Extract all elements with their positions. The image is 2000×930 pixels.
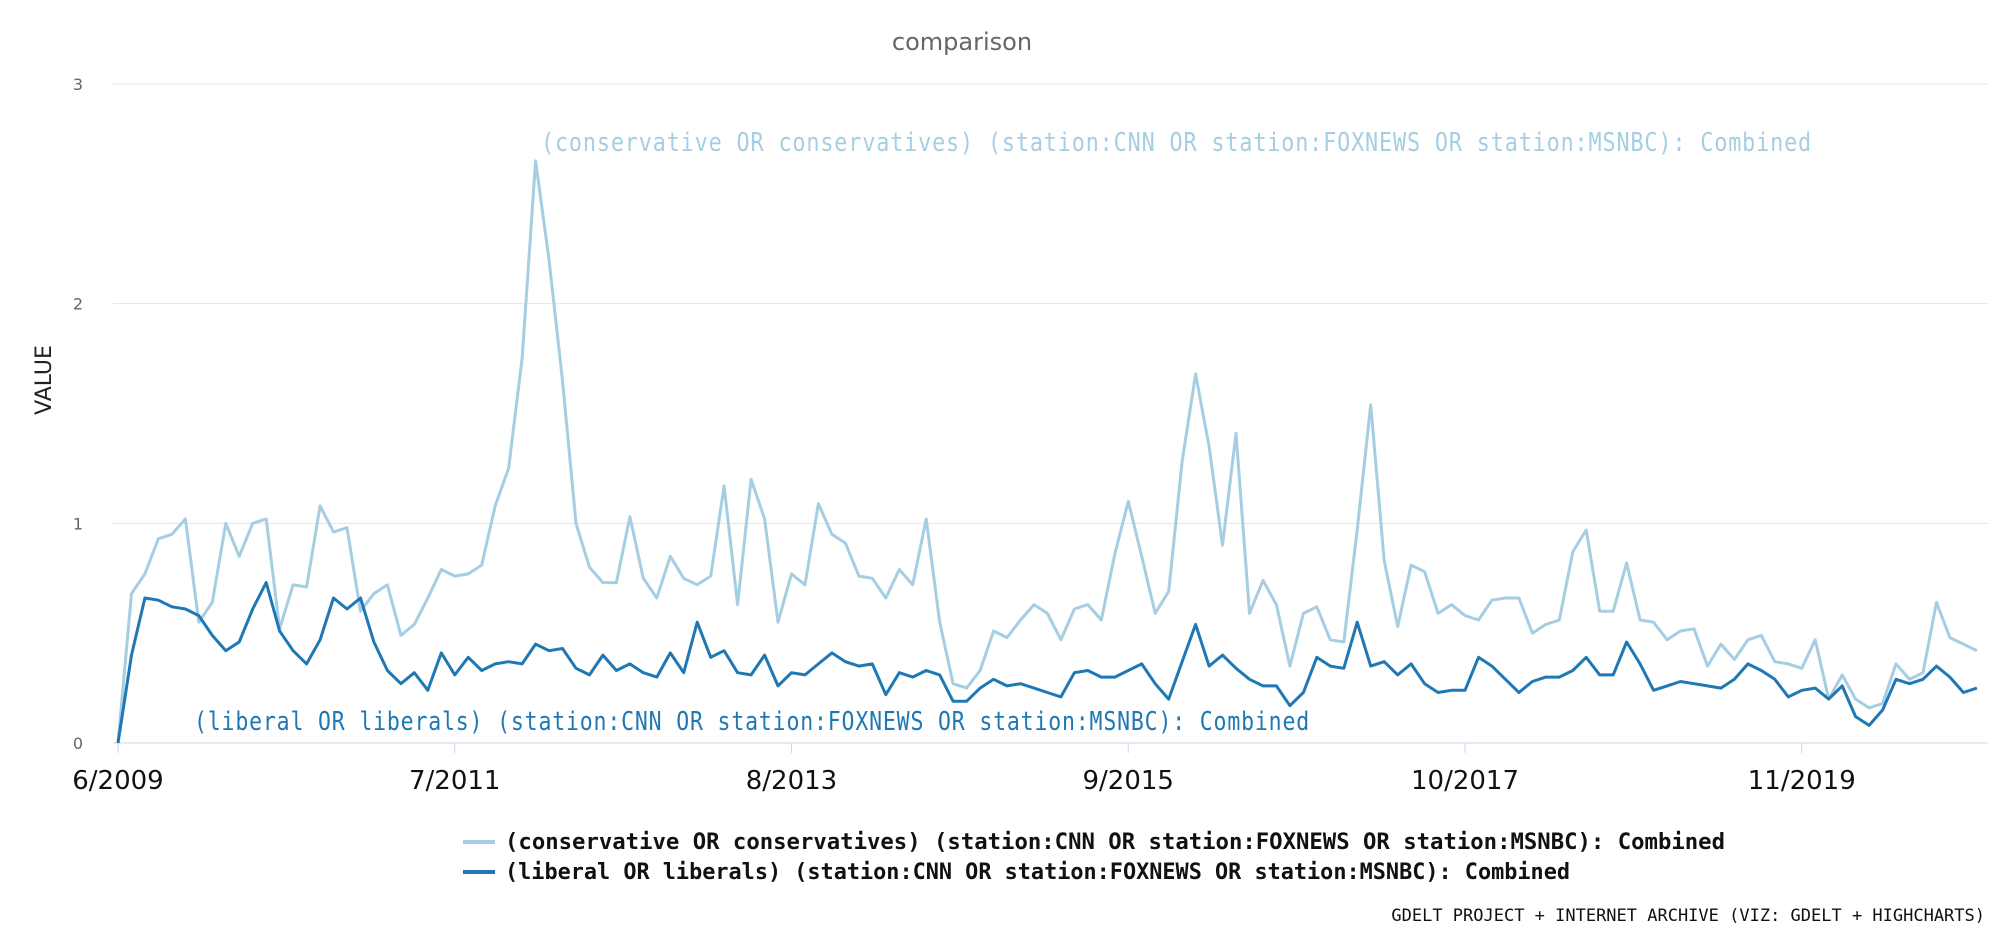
y-tick-label: 0 <box>73 734 83 753</box>
x-tick-label: 11/2019 <box>1748 766 1856 796</box>
series-line-1[interactable] <box>116 581 1978 744</box>
series-line-0[interactable] <box>116 159 1978 744</box>
series-annotation-1: (liberal OR liberals) (station:CNN OR st… <box>194 707 1310 737</box>
legend-item-0[interactable]: (conservative OR conservatives) (station… <box>463 830 1725 855</box>
x-tick-label: 9/2015 <box>1083 766 1174 796</box>
series-annotations: (conservative OR conservatives) (station… <box>194 128 1812 737</box>
x-tick-label: 8/2013 <box>746 766 837 796</box>
grid-lines <box>113 83 1988 744</box>
series-lines <box>116 159 1978 744</box>
y-tick-label: 2 <box>73 295 83 314</box>
x-tick-label: 6/2009 <box>72 766 163 796</box>
y-tick-label: 1 <box>73 514 83 533</box>
credits[interactable]: GDELT PROJECT + INTERNET ARCHIVE (VIZ: G… <box>1391 906 1985 926</box>
legend[interactable]: (conservative OR conservatives) (station… <box>463 830 1725 885</box>
chart-title: comparison <box>892 28 1032 56</box>
legend-label: (conservative OR conservatives) (station… <box>505 830 1725 855</box>
y-axis-label: VALUE <box>32 345 57 415</box>
x-axis: 6/2009 7/2011 8/2013 9/2015 10/2017 11/2019 <box>72 742 1988 796</box>
y-axis-ticks: 0 1 2 3 <box>73 75 83 753</box>
y-tick-label: 3 <box>73 75 83 94</box>
x-tick-label: 10/2017 <box>1411 766 1519 796</box>
x-tick-label: 7/2011 <box>409 766 500 796</box>
legend-label: (liberal OR liberals) (station:CNN OR st… <box>505 860 1570 885</box>
series-annotation-0: (conservative OR conservatives) (station… <box>541 128 1812 158</box>
legend-item-1[interactable]: (liberal OR liberals) (station:CNN OR st… <box>463 860 1570 885</box>
